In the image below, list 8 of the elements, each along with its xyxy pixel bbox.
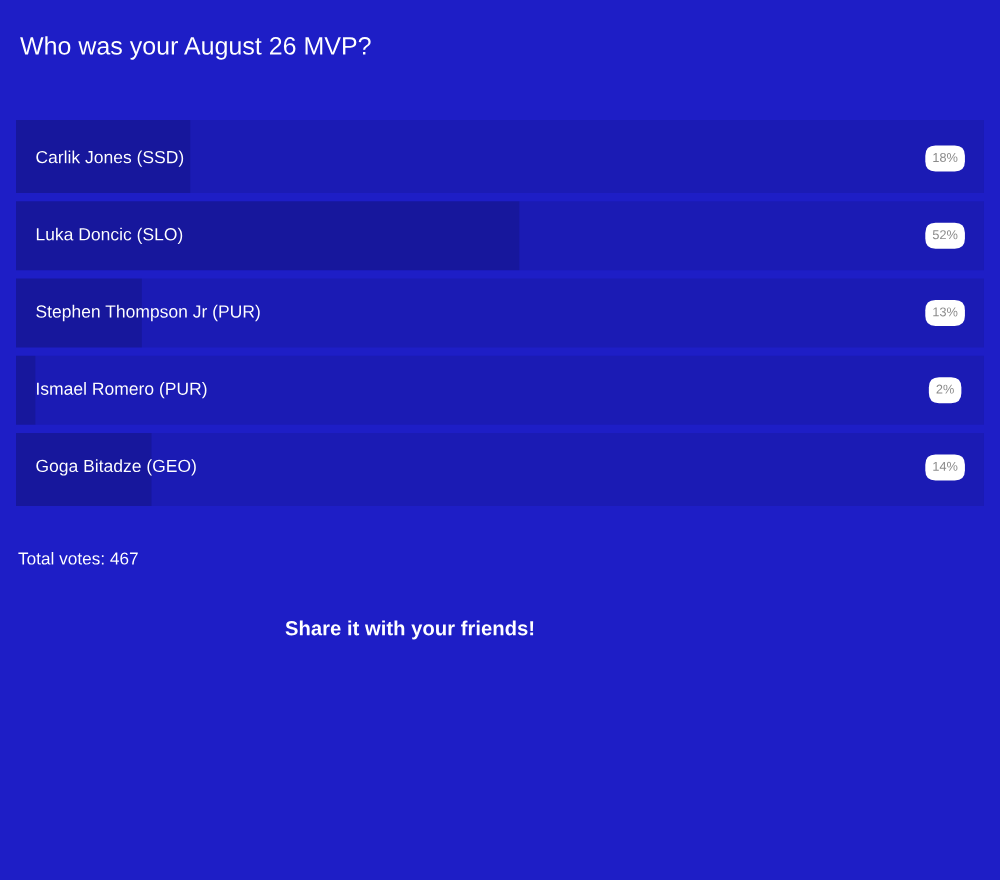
y-tick-label: Stephen Thompson Jr (PUR) xyxy=(36,304,260,322)
chart-title: Who was your August 26 MVP? xyxy=(20,36,371,60)
y-tick-label: Goga Bitadze (GEO) xyxy=(36,459,196,476)
y-tick-label: Ismael Romero (PUR) xyxy=(37,382,207,399)
y-tick-label: Luka Doncic (SLO) xyxy=(36,227,183,244)
text: Share it with your friends! xyxy=(285,620,534,640)
y-tick-label: Carlik Jones (SSD) xyxy=(36,150,184,167)
text: Total votes: 467 xyxy=(18,551,138,565)
